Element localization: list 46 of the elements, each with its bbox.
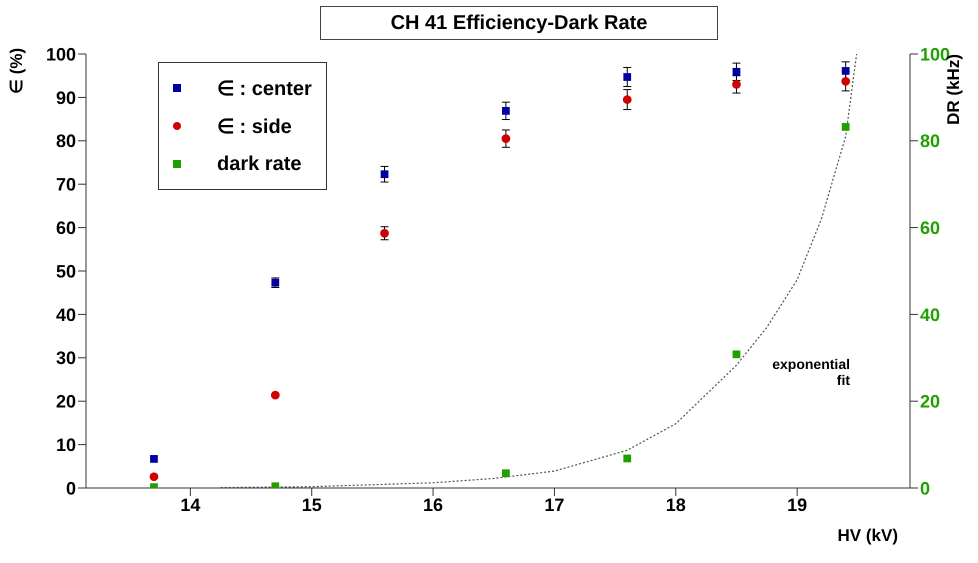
point xyxy=(623,73,632,81)
y-tick-label: 50 xyxy=(56,261,76,282)
y-tick-label: 80 xyxy=(56,131,76,152)
y-tick-label: 20 xyxy=(56,392,76,412)
y2-tick-label: 60 xyxy=(920,218,940,238)
point xyxy=(842,67,850,75)
point xyxy=(732,350,740,358)
y-axis-title: ∈ (%) xyxy=(6,48,27,94)
x-tick-label: 19 xyxy=(787,494,808,515)
point xyxy=(732,80,741,89)
point xyxy=(150,472,158,482)
x-tick-label: 17 xyxy=(544,494,564,515)
y2-tick-label: 40 xyxy=(920,304,940,325)
x-tick-label: 14 xyxy=(180,494,200,515)
point xyxy=(502,469,510,478)
legend-label: dark rate xyxy=(217,152,302,176)
legend-label: ∈ : side xyxy=(217,114,292,138)
y-tick-label: 100 xyxy=(46,44,76,64)
annotation: exponential fit xyxy=(771,356,850,388)
y2-tick-label: 20 xyxy=(920,392,940,412)
x-axis-title: HV (kV) xyxy=(838,526,898,546)
point xyxy=(502,106,510,115)
point xyxy=(380,170,388,178)
x-tick-label: 16 xyxy=(423,494,444,515)
point xyxy=(623,454,632,462)
chart-title: CH 41 Efficiency-Dark Rate xyxy=(320,6,718,40)
point xyxy=(380,228,389,238)
y2-tick-label: 0 xyxy=(920,478,930,498)
y-tick-label: 40 xyxy=(56,304,76,325)
y-tick-label: 0 xyxy=(66,478,76,498)
y-tick-label: 30 xyxy=(56,348,76,368)
y-tick-label: 60 xyxy=(56,218,76,238)
point xyxy=(841,76,850,86)
x-tick-label: 18 xyxy=(666,494,686,515)
legend-label: ∈ : center xyxy=(217,76,312,100)
point xyxy=(842,123,850,131)
y2-tick-label: 80 xyxy=(920,131,940,152)
point xyxy=(502,134,510,143)
x-tick-label: 15 xyxy=(302,494,322,515)
point xyxy=(270,390,280,400)
point xyxy=(732,68,740,76)
point xyxy=(622,95,632,104)
point xyxy=(150,455,158,463)
y-tick-label: 70 xyxy=(56,174,76,195)
y-tick-label: 90 xyxy=(56,88,76,108)
y-tick-label: 10 xyxy=(56,434,76,455)
